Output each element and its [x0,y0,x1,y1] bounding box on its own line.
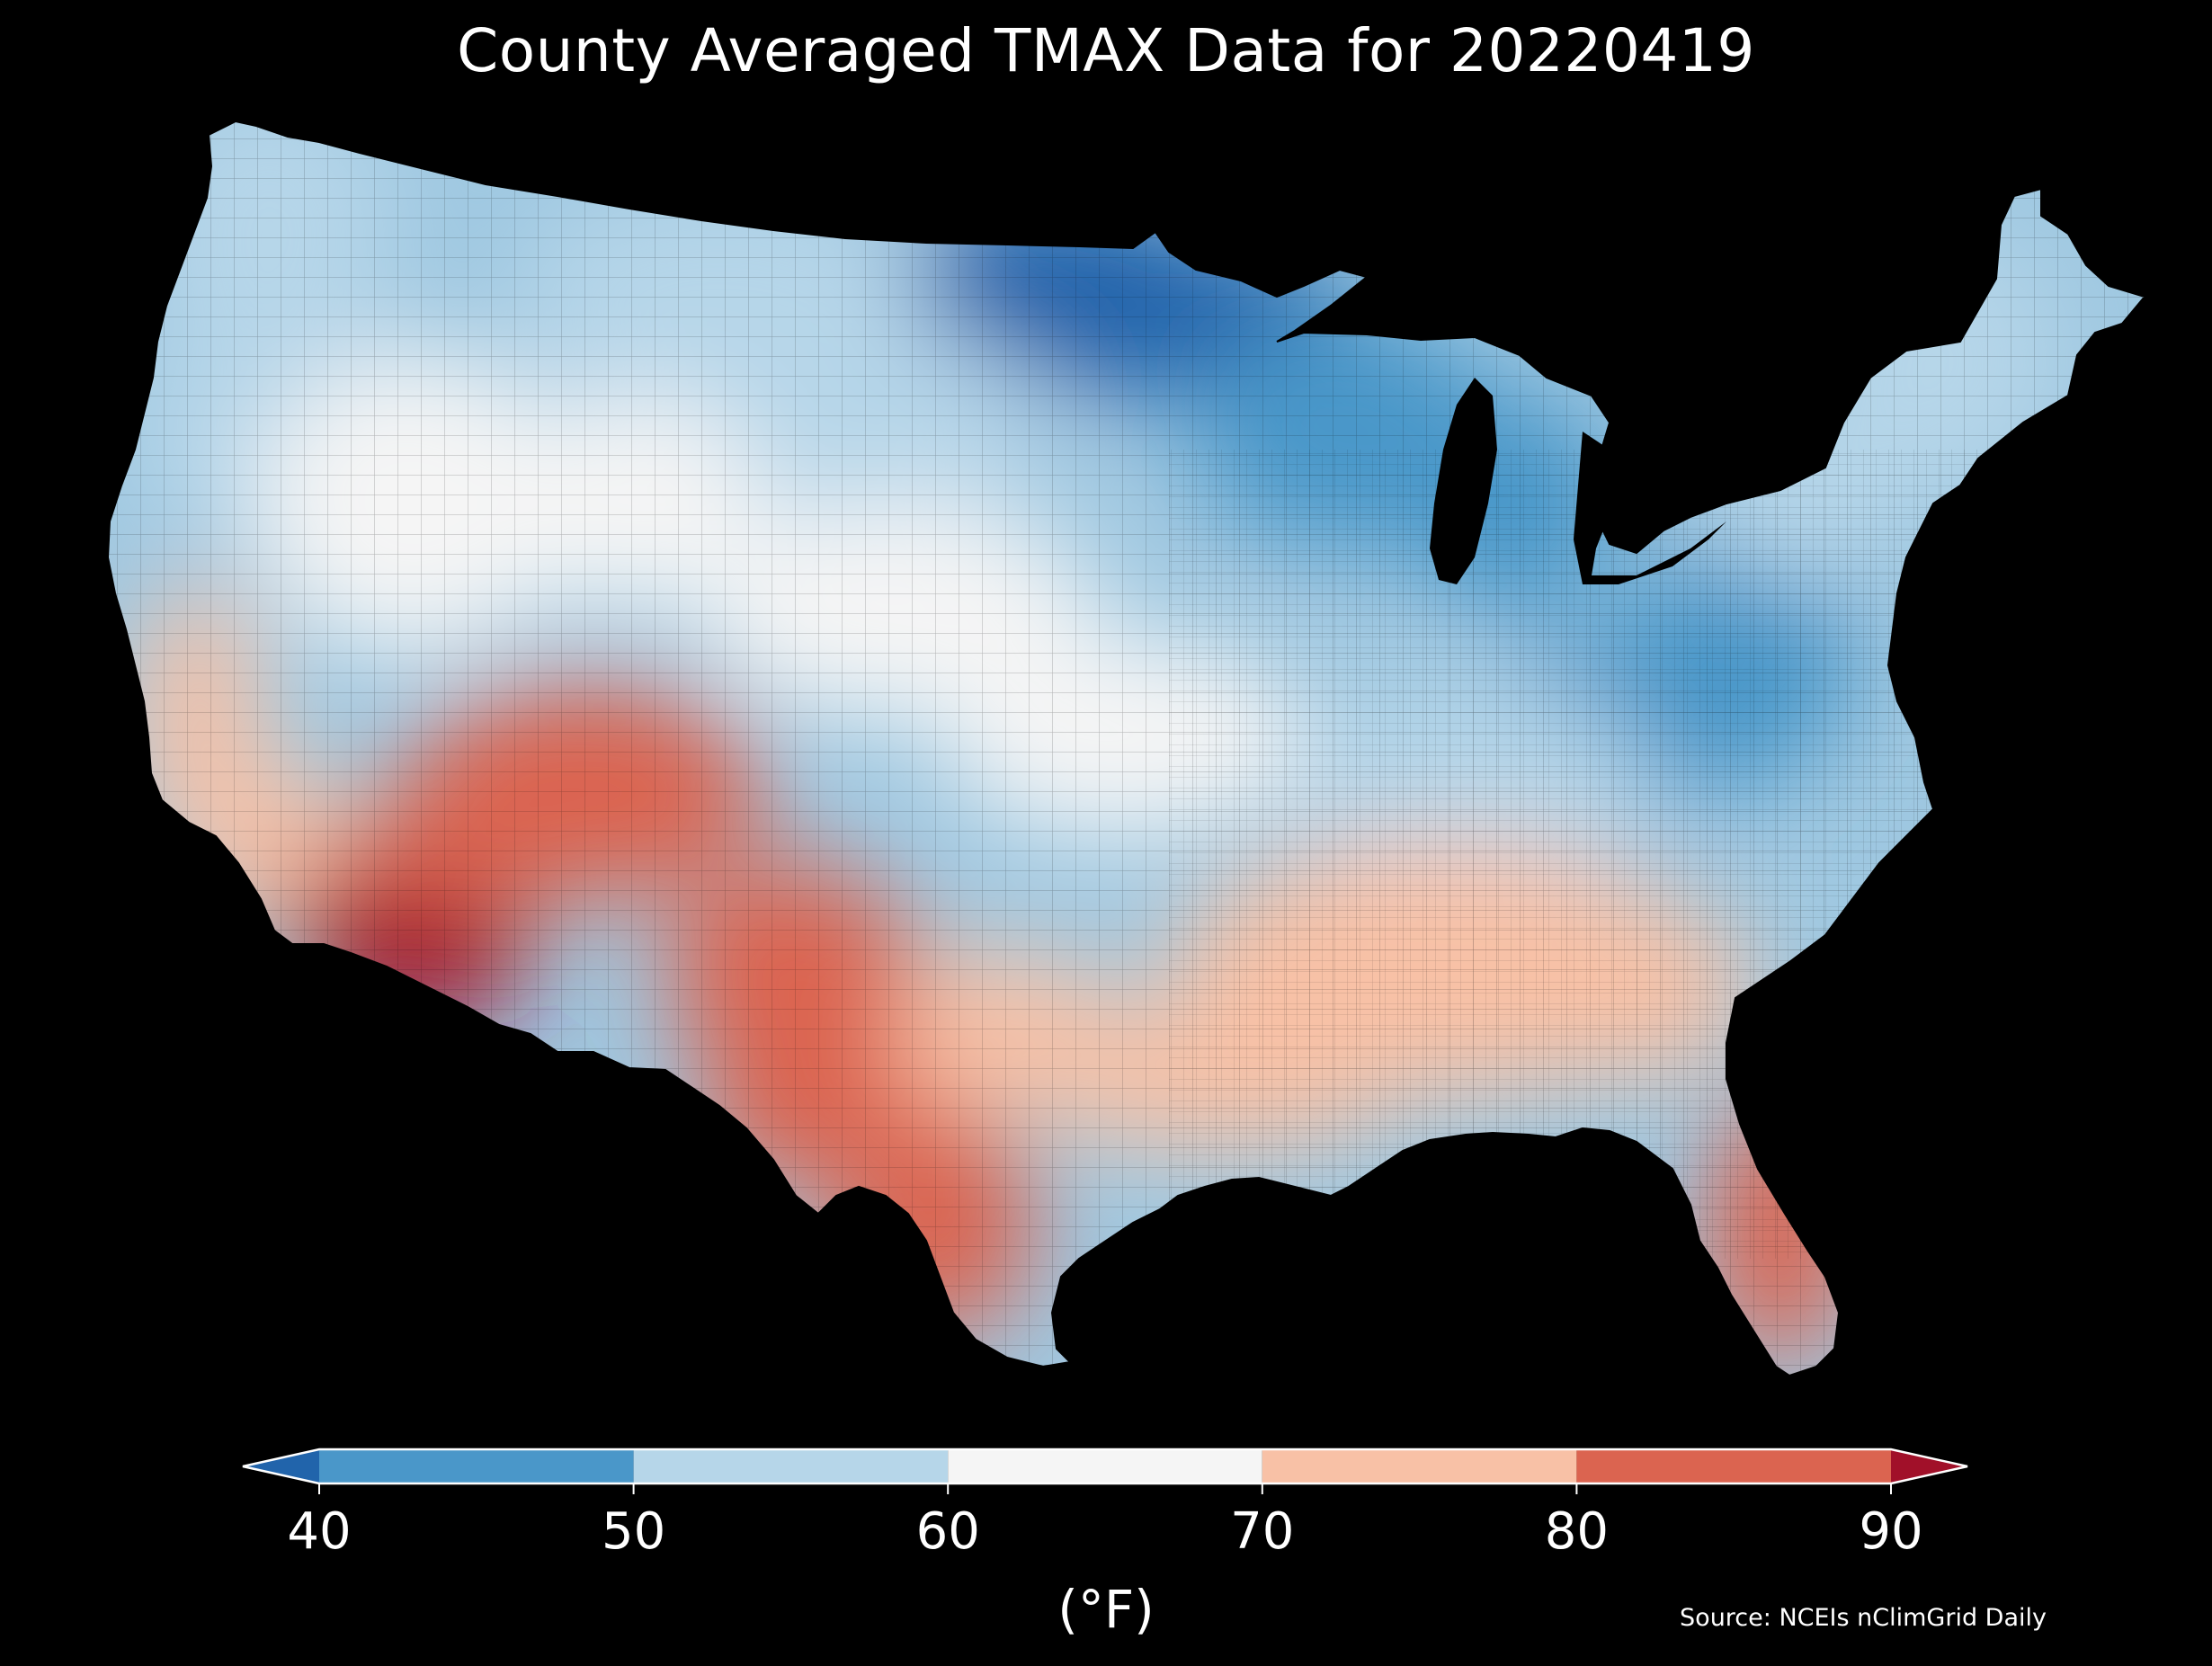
us-county-map [106,120,2146,1377]
colorbar-unit-label: (°F) [1057,1579,1155,1640]
colorbar-tick-label-40: 40 [287,1502,351,1561]
colorbar-bin-60-70 [948,1449,1262,1483]
colorbar-bin-80-90 [1576,1449,1891,1483]
colorbar-tick-label-90: 90 [1859,1502,1922,1561]
county-fill-layer [108,121,2145,1376]
colorbar-over-arrow [1891,1449,1967,1483]
colorbar-tick-label-50: 50 [602,1502,665,1561]
colorbar-tick-label-80: 80 [1545,1502,1609,1561]
source-credit: Source: NCEIs nClimGrid Daily [1680,1604,2047,1632]
colorbar-bin-50-60 [633,1449,949,1483]
colorbar-bin-70-80 [1262,1449,1577,1483]
colorbar-segments [319,1449,1891,1483]
colorbar: 40 50 60 70 80 90 (°F) Source: NCEIs nClimGri… [242,1448,2047,1640]
colorbar-tick-label-60: 60 [916,1502,980,1561]
us-outline [106,120,2146,1377]
colorbar-under-arrow [243,1449,319,1483]
lake-michigan [1430,378,1497,584]
choropleth-map [106,120,2146,1377]
colorbar-ticks: 40 50 60 70 80 90 [287,1483,1923,1561]
page-title: County Averaged TMAX Data for 20220419 [457,16,1755,85]
colorbar-bin-40-50 [319,1449,634,1483]
lake-huron-erie [1574,432,1726,584]
colorbar-tick-label-70: 70 [1230,1502,1294,1561]
